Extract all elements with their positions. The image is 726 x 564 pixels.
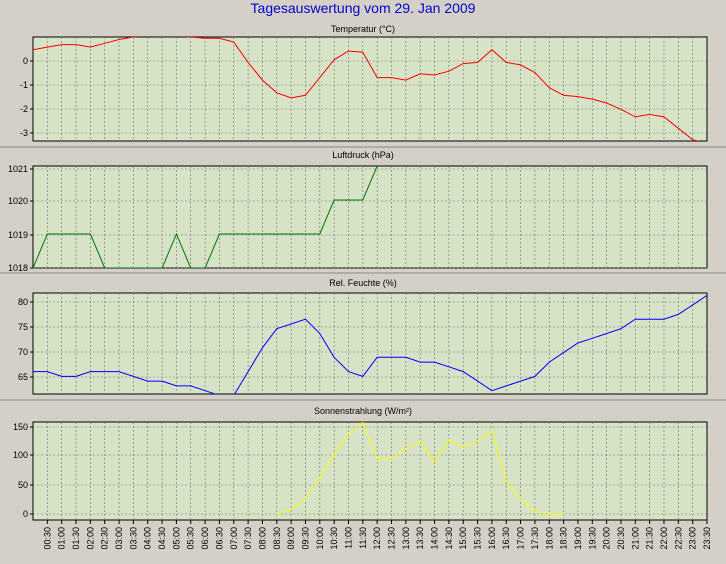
plot-area (32, 421, 708, 521)
x-tick-label: 10:30 (329, 527, 339, 550)
series-line (33, 166, 378, 268)
x-tick-label: 16:30 (501, 527, 511, 550)
chart-panel: Rel. Feuchte (%) 80 75 70 65 (18, 278, 708, 395)
x-tick-label: 11:00 (344, 527, 354, 549)
series-line (276, 422, 564, 515)
y-tick-label: 100 (13, 450, 28, 460)
x-tick-label: 06:00 (200, 527, 210, 550)
x-tick-label: 13:00 (401, 527, 411, 550)
y-tick-label: -3 (20, 128, 28, 138)
series-line (33, 37, 700, 141)
chart-panel: Luftdruck (hPa) 1021 1020 1019 1018 (8, 150, 708, 273)
y-tick-label: -1 (20, 80, 28, 90)
chart-title: Rel. Feuchte (%) (329, 278, 397, 288)
x-tick-label: 14:00 (430, 527, 440, 550)
x-tick-label: 04:00 (143, 527, 153, 550)
x-tick-label: 15:30 (473, 527, 483, 550)
y-tick-label: 150 (13, 422, 28, 432)
x-tick-label: 18:00 (544, 527, 554, 550)
x-tick-label: 05:30 (186, 527, 196, 550)
y-tick-label: 1020 (8, 196, 28, 206)
y-tick-label: 75 (18, 322, 28, 332)
x-tick-label: 03:30 (128, 527, 138, 550)
x-tick-label: 14:30 (444, 527, 454, 550)
x-tick-label: 02:00 (85, 527, 95, 550)
chart-panel: Temperatur (°C) 0 -1 -2 -3 (20, 24, 708, 142)
x-tick-label: 15:00 (458, 527, 468, 550)
y-tick-label: 80 (18, 297, 28, 307)
x-tick-label: 21:00 (630, 527, 640, 550)
plot-area (32, 292, 708, 395)
y-tick-label: 0 (23, 56, 28, 66)
y-tick-label: 0 (23, 509, 28, 519)
x-tick-label: 08:30 (272, 527, 282, 550)
x-tick-label: 22:00 (659, 527, 669, 550)
x-tick-label: 22:30 (673, 527, 683, 550)
x-tick-label: 10:00 (315, 527, 325, 550)
x-tick-label: 09:00 (286, 527, 296, 550)
x-tick-label: 04:30 (157, 527, 167, 550)
x-tick-label: 06:30 (214, 527, 224, 550)
x-tick-label: 00:30 (42, 527, 52, 550)
x-tick-label: 23:30 (702, 527, 712, 550)
x-tick-label: 01:30 (71, 527, 81, 550)
plot-area (32, 36, 708, 142)
x-tick-label: 18:30 (559, 527, 569, 550)
x-tick-label: 19:30 (587, 527, 597, 550)
x-tick-label: 13:30 (415, 527, 425, 550)
x-tick-label: 16:00 (487, 527, 497, 550)
chart-title: Luftdruck (hPa) (332, 150, 394, 160)
y-tick-label: 70 (18, 347, 28, 357)
y-tick-label: 65 (18, 372, 28, 382)
page-title: Tagesauswertung vom 29. Jan 2009 (250, 0, 476, 16)
x-tick-label: 17:30 (530, 527, 540, 550)
x-tick-label: 01:00 (57, 527, 67, 550)
x-axis: 00:30 01:00 01:30 02:00 02:30 03:00 03:30 04:00… (42, 520, 712, 550)
y-tick-label: 50 (18, 480, 28, 490)
x-tick-label: 20:30 (616, 527, 626, 550)
x-tick-label: 08:00 (257, 527, 267, 550)
x-tick-label: 17:00 (516, 527, 526, 550)
y-tick-label: 1021 (8, 164, 28, 174)
x-tick-label: 03:00 (114, 527, 124, 550)
chart-title: Sonnenstrahlung (W/m²) (314, 406, 412, 416)
x-tick-label: 12:00 (372, 527, 382, 550)
chart-title: Temperatur (°C) (331, 24, 395, 34)
chart-panel: Sonnenstrahlung (W/m²) 150 100 50 0 (13, 406, 708, 521)
x-tick-label: 21:30 (645, 527, 655, 550)
y-tick-label: -2 (20, 104, 28, 114)
x-tick-label: 11:30 (358, 527, 368, 549)
x-tick-label: 12:30 (387, 527, 397, 550)
x-tick-label: 20:00 (602, 527, 612, 550)
x-tick-label: 09:30 (301, 527, 311, 550)
y-tick-label: 1018 (8, 263, 28, 273)
plot-area (32, 165, 708, 269)
x-tick-label: 05:00 (171, 527, 181, 550)
y-tick-label: 1019 (8, 230, 28, 240)
series-line (33, 294, 707, 394)
x-tick-label: 07:00 (229, 527, 239, 550)
x-tick-label: 02:30 (100, 527, 110, 550)
x-tick-label: 23:00 (688, 527, 698, 550)
x-tick-label: 19:00 (573, 527, 583, 550)
x-tick-label: 07:30 (243, 527, 253, 550)
